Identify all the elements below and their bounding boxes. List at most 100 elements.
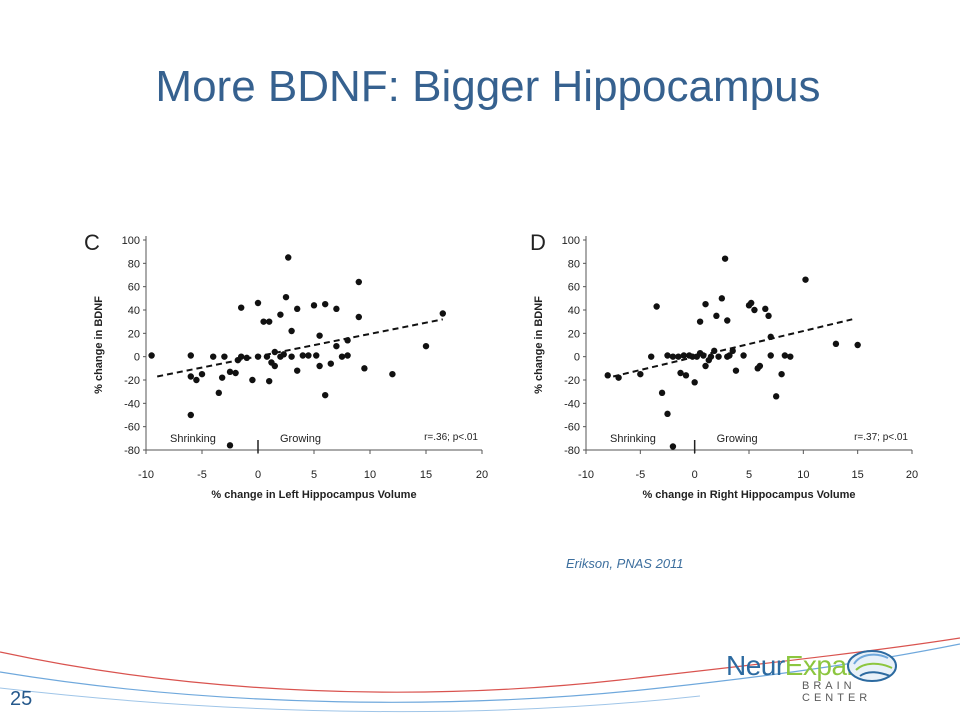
data-point (389, 370, 396, 378)
annotation-shrinking: Shrinking (610, 433, 656, 445)
data-point (263, 353, 271, 360)
data-point (355, 313, 362, 321)
x-tick-label: -10 (578, 469, 594, 481)
y-tick-label: 40 (128, 305, 140, 317)
data-point (226, 442, 234, 449)
data-point (658, 389, 666, 397)
y-tick-label: 60 (568, 282, 580, 294)
data-point (187, 352, 194, 359)
data-point (271, 362, 278, 370)
data-point (751, 306, 758, 314)
x-axis-title: % change in Right Hippocampus Volume (642, 489, 855, 501)
x-axis-title: % change in Left Hippocampus Volume (211, 489, 416, 501)
data-point (232, 369, 239, 377)
data-point (271, 348, 278, 356)
y-tick-label: 100 (122, 235, 140, 247)
y-tick-label: -80 (564, 445, 580, 457)
y-tick-label: 0 (134, 352, 140, 364)
data-point (702, 300, 709, 308)
data-point (280, 351, 287, 358)
data-point (729, 347, 736, 355)
data-point (310, 302, 318, 309)
data-point (238, 353, 245, 360)
y-tick-label: -40 (564, 398, 580, 410)
x-tick-label: 5 (746, 469, 752, 481)
data-point (724, 317, 731, 324)
data-point (718, 295, 726, 302)
data-point (243, 354, 250, 362)
neurexpand-logo: NeurExpand BRAIN CENTER (722, 644, 922, 704)
data-point (344, 352, 351, 359)
data-point (333, 342, 340, 350)
data-point (333, 305, 340, 313)
data-point (344, 337, 351, 344)
x-tick-label: 0 (255, 469, 261, 481)
data-point (781, 352, 789, 359)
data-point (210, 353, 217, 360)
data-point (327, 360, 334, 367)
y-tick-label: -20 (564, 375, 580, 387)
data-point (747, 299, 755, 307)
data-point (707, 353, 715, 360)
y-tick-label: 80 (568, 258, 580, 270)
data-point (726, 352, 733, 359)
data-point (756, 362, 764, 370)
scatter-panel-d: D 100 80 60 40 20 0 -20 -40 -60 -80 -10 -5 0 5 10 15 20 % … (530, 230, 918, 501)
data-point (439, 310, 446, 317)
data-point (653, 303, 660, 310)
y-tick-label: 80 (128, 258, 140, 270)
data-point (254, 299, 262, 307)
data-point (765, 312, 772, 320)
data-point (854, 341, 861, 349)
x-tick-label: 0 (692, 469, 698, 481)
x-tick-label: -5 (635, 469, 645, 481)
data-point (700, 352, 707, 359)
y-tick-label: -40 (124, 398, 140, 410)
scatter-panel-c: C 100 80 60 40 20 0 -20 -40 -60 -80 -10 -5 0 5 10 15 20 % … (84, 230, 488, 501)
data-point (266, 377, 273, 385)
data-point (669, 443, 677, 450)
data-point (772, 393, 780, 400)
logo-name-part1: Neur (726, 650, 785, 681)
data-point (288, 327, 295, 335)
data-point (316, 362, 323, 370)
data-point (648, 353, 655, 360)
data-point (316, 332, 323, 339)
y-tick-label: -60 (564, 422, 580, 434)
data-point (762, 305, 769, 313)
y-tick-label: 20 (568, 328, 580, 340)
brain-icon (847, 650, 897, 682)
y-tick-label: -20 (124, 375, 140, 387)
data-point (187, 373, 194, 380)
y-axis-title: % change in BDNF (533, 296, 545, 394)
logo-tagline: BRAIN CENTER (802, 680, 872, 704)
data-point (322, 391, 329, 399)
y-tick-label: 0 (574, 352, 580, 364)
data-point (740, 352, 747, 359)
x-tick-label: -5 (197, 469, 207, 481)
data-point (322, 300, 329, 308)
data-point (604, 372, 611, 379)
data-point (664, 352, 671, 359)
data-point (282, 293, 290, 301)
annotation-stats: r=.36; p<.01 (424, 432, 478, 443)
page-number: 25 (10, 688, 33, 710)
data-point (218, 374, 226, 381)
y-tick-label: 60 (128, 282, 140, 294)
data-point (148, 352, 155, 359)
slide-title: More BDNF: Bigger Hippocampus (155, 62, 821, 111)
data-point (215, 389, 222, 397)
data-point (193, 376, 200, 384)
x-tick-label: 5 (311, 469, 317, 481)
y-tick-label: -80 (124, 445, 140, 457)
data-point (305, 352, 312, 359)
data-point (422, 342, 430, 350)
data-point (767, 352, 774, 359)
panel-label: C (84, 230, 100, 255)
data-point (266, 318, 273, 325)
data-point (711, 347, 718, 355)
data-point (285, 254, 292, 261)
data-point (802, 276, 809, 283)
data-point (299, 352, 306, 359)
